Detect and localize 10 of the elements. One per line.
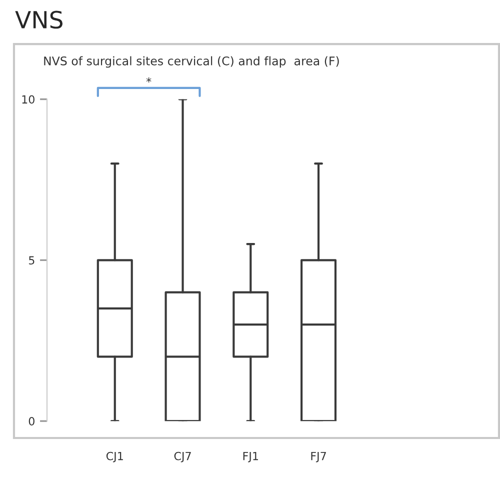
x-tick-label: FJ1 (243, 452, 258, 462)
x-tick-label: CJ7 (174, 452, 191, 462)
x-tick-label: CJ1 (106, 452, 123, 462)
y-tick-label: 5 (28, 256, 34, 265)
x-tick-label: FJ7 (311, 452, 326, 462)
chart-title: VNS (15, 10, 62, 29)
text: * (146, 77, 152, 82)
chart-subtitle: NVS of surgical sites cervical (C) and flap area (F) (44, 56, 339, 68)
y-tick-label: 10 (22, 95, 34, 104)
y-tick-label: 0 (28, 417, 34, 426)
